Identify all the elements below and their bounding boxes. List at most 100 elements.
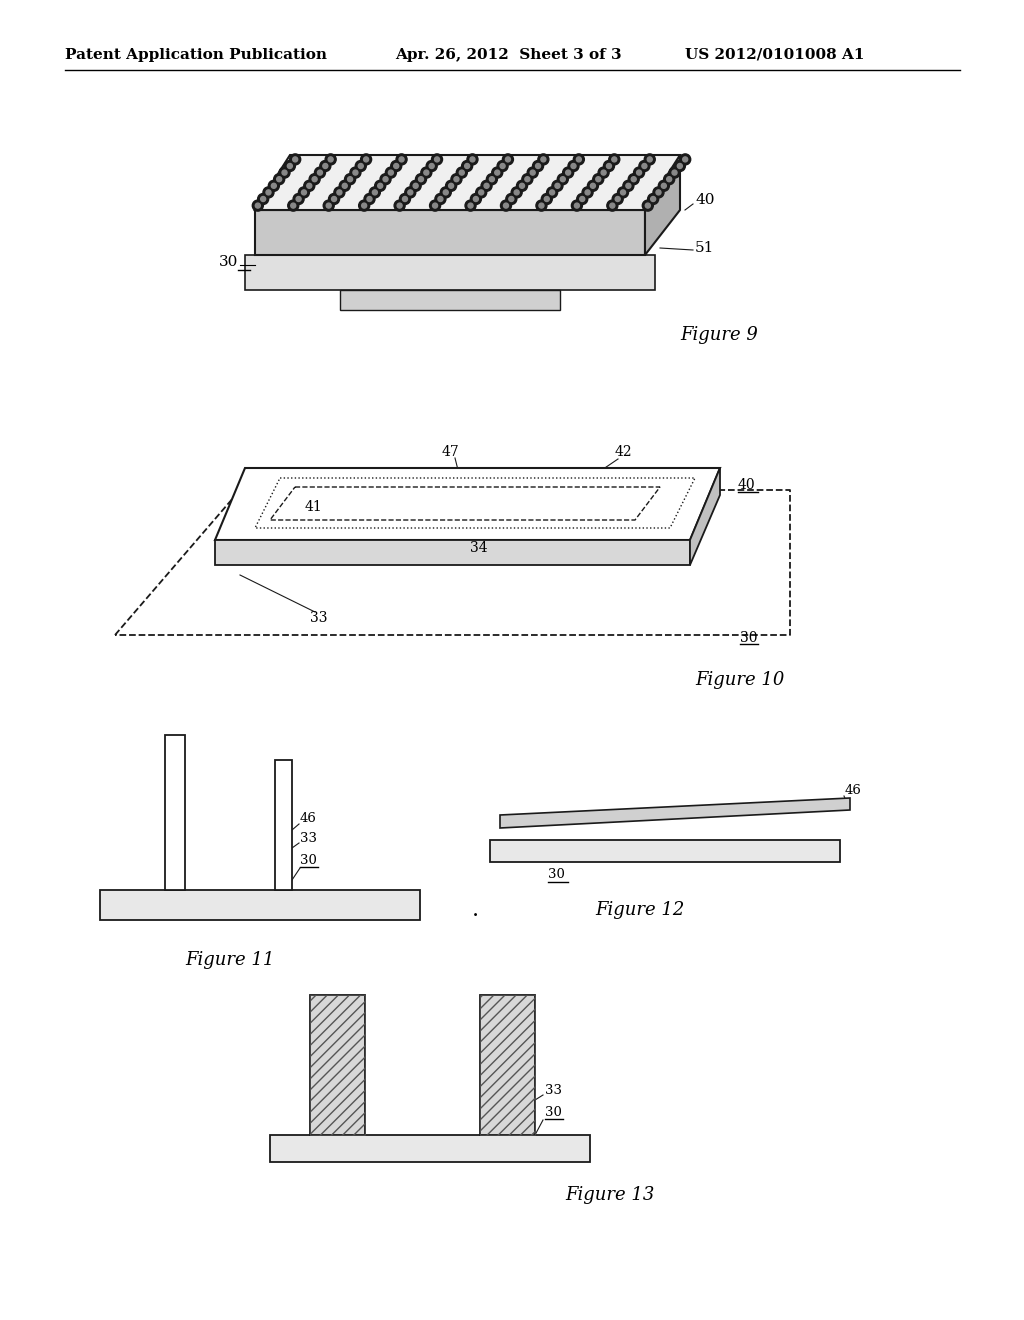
Circle shape: [645, 203, 650, 209]
Text: 30: 30: [219, 255, 238, 269]
Circle shape: [252, 201, 263, 211]
Circle shape: [478, 190, 483, 195]
Circle shape: [413, 183, 418, 189]
Circle shape: [266, 190, 271, 195]
Circle shape: [481, 181, 493, 191]
Circle shape: [538, 154, 549, 165]
Text: Apr. 26, 2012  Sheet 3 of 3: Apr. 26, 2012 Sheet 3 of 3: [395, 48, 622, 62]
Circle shape: [268, 181, 280, 191]
Circle shape: [396, 154, 408, 165]
Circle shape: [539, 203, 544, 209]
Circle shape: [334, 187, 345, 198]
Circle shape: [653, 187, 664, 198]
Circle shape: [355, 161, 367, 172]
Circle shape: [438, 197, 443, 202]
Circle shape: [639, 161, 650, 172]
Text: 33: 33: [310, 611, 328, 624]
Circle shape: [314, 168, 326, 178]
Circle shape: [476, 187, 486, 198]
Circle shape: [298, 187, 309, 198]
Circle shape: [522, 174, 532, 185]
Circle shape: [370, 187, 380, 198]
Circle shape: [288, 164, 293, 169]
Text: Figure 12: Figure 12: [595, 902, 685, 919]
Circle shape: [404, 187, 416, 198]
Circle shape: [656, 190, 660, 195]
Circle shape: [662, 183, 667, 189]
Text: 47: 47: [441, 445, 459, 459]
Circle shape: [562, 168, 573, 178]
Text: .: .: [472, 899, 479, 921]
Circle shape: [547, 187, 558, 198]
Circle shape: [337, 190, 342, 195]
Circle shape: [603, 161, 614, 172]
Circle shape: [542, 194, 552, 205]
Text: 51: 51: [695, 242, 715, 255]
Text: 33: 33: [300, 832, 317, 845]
Circle shape: [323, 164, 328, 169]
Polygon shape: [215, 540, 690, 565]
Circle shape: [465, 201, 476, 211]
Circle shape: [460, 170, 464, 176]
Circle shape: [347, 177, 352, 182]
Circle shape: [672, 170, 677, 176]
Circle shape: [391, 161, 401, 172]
Circle shape: [669, 168, 680, 178]
Circle shape: [282, 170, 287, 176]
Circle shape: [577, 194, 588, 205]
Circle shape: [332, 197, 337, 202]
Circle shape: [628, 174, 639, 185]
Circle shape: [385, 168, 396, 178]
Polygon shape: [100, 890, 420, 920]
Circle shape: [328, 157, 333, 162]
Text: 30: 30: [548, 869, 565, 882]
Circle shape: [536, 201, 547, 211]
Circle shape: [650, 197, 655, 202]
Circle shape: [516, 181, 527, 191]
Circle shape: [353, 170, 358, 176]
Circle shape: [432, 203, 437, 209]
Bar: [310, 995, 365, 1135]
Circle shape: [647, 194, 658, 205]
Circle shape: [397, 203, 402, 209]
Circle shape: [421, 168, 432, 178]
Circle shape: [503, 154, 513, 165]
Bar: [480, 995, 535, 1135]
Circle shape: [429, 164, 434, 169]
Circle shape: [506, 157, 510, 162]
Circle shape: [329, 194, 340, 205]
Circle shape: [497, 161, 508, 172]
Circle shape: [683, 157, 688, 162]
Circle shape: [495, 170, 500, 176]
Circle shape: [408, 190, 413, 195]
Text: 34: 34: [470, 541, 487, 554]
Circle shape: [327, 203, 331, 209]
Text: Figure 11: Figure 11: [185, 950, 274, 969]
Circle shape: [445, 181, 457, 191]
Circle shape: [296, 197, 301, 202]
Circle shape: [309, 174, 321, 185]
Circle shape: [451, 174, 462, 185]
Text: 30: 30: [740, 631, 758, 645]
Circle shape: [675, 161, 685, 172]
Circle shape: [658, 181, 670, 191]
Circle shape: [467, 154, 478, 165]
Circle shape: [271, 183, 276, 189]
Circle shape: [279, 168, 290, 178]
Circle shape: [339, 181, 350, 191]
Circle shape: [255, 203, 260, 209]
Circle shape: [631, 177, 636, 182]
Circle shape: [431, 154, 442, 165]
Circle shape: [293, 194, 304, 205]
Circle shape: [484, 183, 489, 189]
Text: 33: 33: [545, 1084, 562, 1097]
Circle shape: [560, 177, 565, 182]
Circle shape: [571, 201, 583, 211]
Circle shape: [571, 164, 575, 169]
Circle shape: [399, 194, 411, 205]
Text: Figure 10: Figure 10: [695, 671, 784, 689]
Polygon shape: [215, 469, 720, 540]
Text: Figure 9: Figure 9: [680, 326, 758, 345]
Circle shape: [473, 197, 478, 202]
Circle shape: [288, 201, 299, 211]
